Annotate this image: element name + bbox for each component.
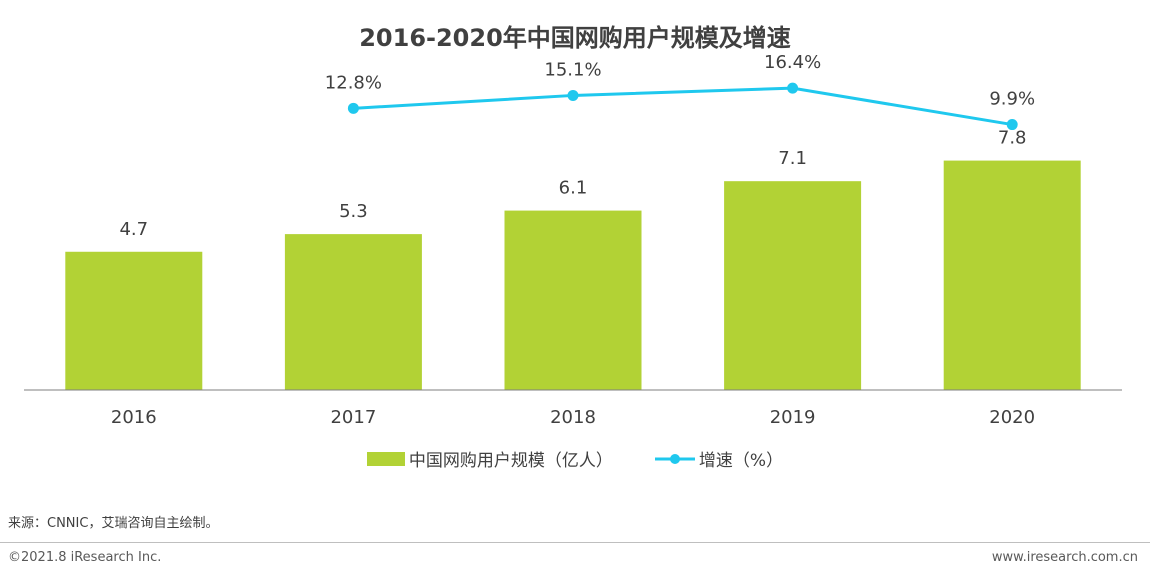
- bar: [504, 210, 642, 390]
- growth-point: [787, 82, 799, 94]
- growth-point: [1006, 119, 1018, 131]
- growth-point: [347, 102, 359, 114]
- growth-point: [567, 89, 579, 101]
- growth-line: [353, 86, 1013, 127]
- growth-data-label: 12.8%: [325, 72, 382, 93]
- x-tick-label: 2016: [111, 407, 157, 428]
- legend-label-growth: 增速（%）: [698, 451, 784, 471]
- legend-swatch-bar: [366, 451, 405, 466]
- x-tick-label: 2018: [550, 407, 596, 428]
- x-tick-label: 2019: [770, 407, 816, 428]
- bar-data-label: 7.8: [998, 128, 1027, 149]
- chart-title: 2016-2020年中国网购用户规模及增速: [359, 24, 791, 52]
- source-note: 来源：CNNIC，艾瑞咨询自主绘制。: [8, 516, 219, 531]
- bar: [284, 234, 422, 390]
- bar: [943, 160, 1081, 390]
- bar: [724, 181, 862, 390]
- growth-data-label: 15.1%: [544, 59, 601, 80]
- growth-data-label: 9.9%: [989, 89, 1035, 110]
- legend-label-users: 中国网购用户规模（亿人）: [408, 451, 613, 471]
- x-tick-label: 2020: [989, 407, 1035, 428]
- chart-legend: 中国网购用户规模（亿人） 增速（%）: [0, 446, 1150, 471]
- bar-data-label: 5.3: [339, 201, 368, 222]
- growth-data-label: 16.4%: [764, 52, 821, 73]
- x-tick-label: 2017: [330, 407, 376, 428]
- legend-item-growth: 增速（%）: [654, 446, 784, 471]
- legend-item-users: 中国网购用户规模（亿人）: [366, 446, 613, 471]
- footer-divider: [0, 542, 1150, 543]
- bar-data-label: 6.1: [559, 178, 588, 199]
- legend-swatch-line: [654, 453, 695, 464]
- bar-data-label: 7.1: [778, 148, 807, 169]
- copyright-text: ©2021.8 iResearch Inc.: [8, 550, 162, 565]
- bar-data-label: 4.7: [119, 219, 148, 240]
- bar: [65, 251, 203, 390]
- website-link[interactable]: www.iresearch.com.cn: [991, 550, 1138, 565]
